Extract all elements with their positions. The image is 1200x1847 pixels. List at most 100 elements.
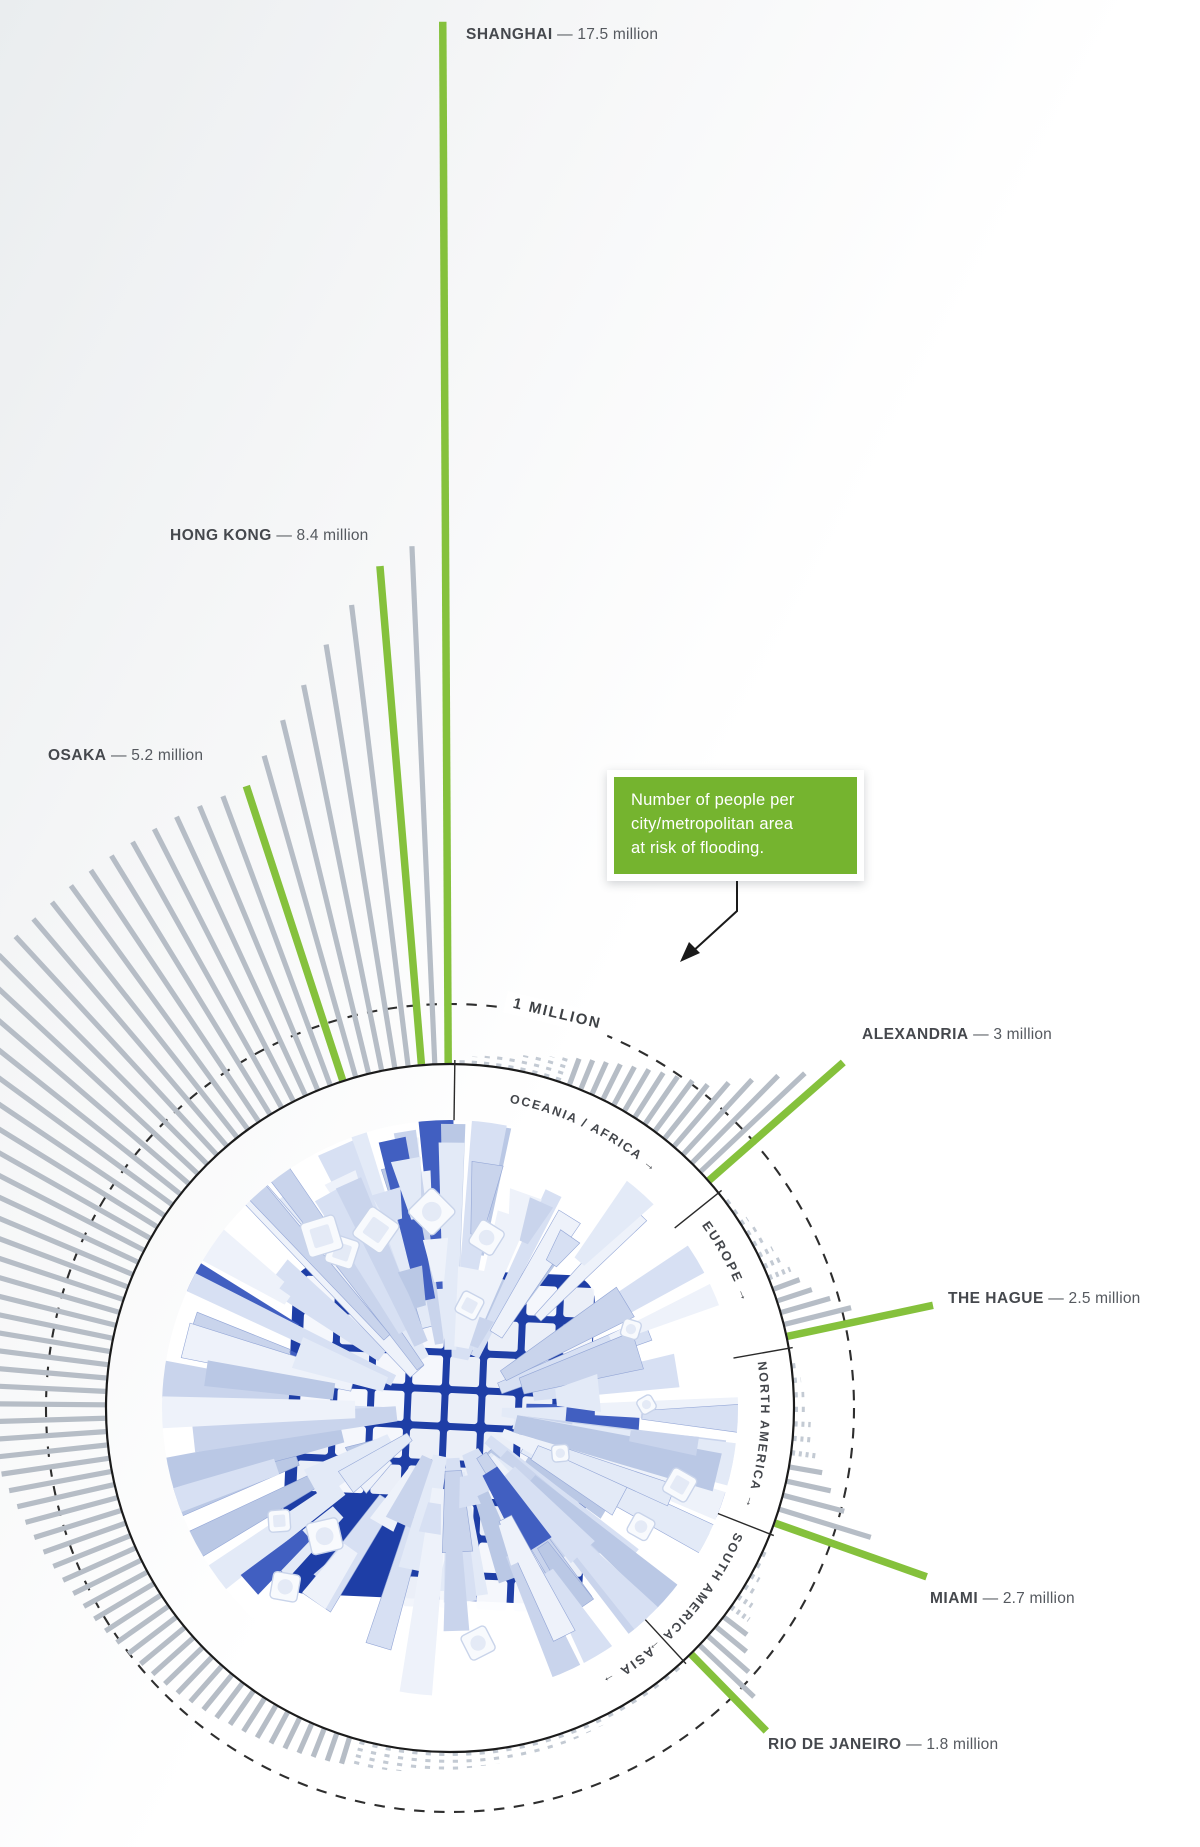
bar-asia-80 [13,934,219,1157]
bar-asia-42 [126,1615,178,1656]
bar-asia-16 [479,1751,486,1766]
bar-asia-67 [0,1255,124,1302]
bar-oceania-africa-20 [681,1077,754,1156]
bar-north-america-0 [792,1362,799,1369]
bar-oceania-africa-1 [471,1056,478,1065]
bar-asia-38 [175,1655,214,1695]
bar-asia-4 [631,1698,639,1707]
bar-asia-88 [174,815,308,1096]
bar-asia-49 [52,1533,131,1569]
bar-asia-33 [241,1697,267,1733]
bar-asia-13 [519,1744,527,1758]
bar-oceania-africa-16 [643,1075,680,1126]
bar-oceania-africa-6 [532,1055,542,1075]
bar-asia-27 [324,1732,340,1762]
bar-asia-47 [72,1558,142,1596]
bar-asia-98 [409,546,438,1064]
bar-europe-3 [746,1226,758,1236]
bar-oceania-africa-21 [690,1073,780,1165]
bar-asia-29 [296,1722,314,1754]
city-illustration [162,1120,738,1696]
bar-asia-43 [115,1604,170,1645]
bar-oceania-africa-8 [555,1056,568,1082]
bar-asia-0 [674,1666,681,1673]
bar-oceania-africa-12 [600,1063,623,1101]
bar-asia-85 [109,854,272,1116]
bar-asia-87 [151,827,296,1102]
bar-europe-10 [780,1295,831,1315]
bar-asia-83 [68,884,250,1131]
bar-asia-25 [353,1740,365,1768]
bar-asia-20 [424,1752,432,1772]
bar-europe-7 [768,1266,792,1281]
bar-south-america-8 [706,1634,751,1674]
bar-asia-21 [410,1750,418,1772]
bar-asia-65 [0,1293,116,1328]
bar-asia-58 [0,1415,106,1424]
bar-asia-35 [214,1681,245,1720]
bar-asia-64 [0,1312,113,1341]
bar-asia-22 [396,1749,405,1772]
bar-asia-81 [31,917,229,1148]
section-separator-3 [707,1508,775,1537]
bar-north-america-1 [793,1377,802,1383]
bar-asia-12 [532,1741,541,1754]
bar-asia-93 [280,719,371,1074]
bar-asia-50 [42,1520,126,1555]
bar-asia-52 [24,1495,118,1525]
bar-asia-40 [150,1636,195,1677]
bar-shanghai [438,21,452,1064]
section-separator-1 [665,1189,723,1236]
bar-asia-72 [0,1150,152,1241]
bar-asia-17 [466,1752,473,1769]
bar-asia-96 [348,604,411,1066]
bar-asia-30 [282,1717,302,1750]
bar-asia-6 [607,1712,616,1721]
section-separator-4 [637,1611,687,1665]
bar-asia-51 [33,1508,122,1541]
bar-asia-92 [261,755,358,1077]
bar-asia-54 [8,1469,112,1494]
section-separator-2 [722,1346,793,1361]
bar-south-america-6 [722,1615,749,1637]
bar-asia-28 [310,1728,327,1758]
bar-oceania-africa-22 [699,1071,807,1174]
bar-asia-66 [0,1275,120,1315]
bar-asia-70 [0,1194,139,1265]
bar-south-america-0 [761,1551,769,1559]
bar-europe-2 [739,1216,750,1226]
bar-south-america-3 [743,1584,757,1596]
bar-asia-68 [0,1236,128,1290]
bar-asia-69 [0,1215,134,1277]
bar-europe-6 [763,1256,783,1269]
bar-asia-2 [653,1683,660,1691]
bar-north-america-8 [786,1478,832,1494]
bar-asia-10 [558,1733,567,1745]
bar-asia-14 [506,1747,514,1761]
bar-oceania-africa-7 [543,1055,555,1078]
bar-asia-62 [0,1348,109,1368]
bar-oceania-africa-2 [483,1055,490,1066]
bar-asia-24 [367,1744,378,1769]
bar-asia-34 [227,1689,256,1727]
bar-oceania-africa-17 [653,1078,695,1133]
bar-asia-75 [0,1075,174,1207]
bar-asia-55 [1,1455,110,1477]
bar-north-america-10 [779,1506,872,1540]
bar-north-america-5 [793,1435,815,1443]
bar-north-america-6 [791,1450,818,1459]
bar-asia-53 [16,1482,115,1510]
bar-oceania-africa-14 [622,1068,652,1112]
bar-rio-de-janeiro [688,1651,769,1734]
ring-label-north-america: NORTH AMERICA → [742,1361,772,1512]
bar-asia-71 [0,1173,145,1253]
bar-osaka [242,784,347,1082]
bar-oceania-africa-9 [567,1057,582,1086]
bar-asia-84 [88,868,261,1123]
bar-oceania-africa-18 [662,1083,710,1140]
bar-asia-32 [254,1704,278,1739]
bar-oceania-africa-3 [495,1055,503,1067]
bar-asia-41 [138,1625,186,1666]
bar-asia-44 [104,1593,162,1634]
